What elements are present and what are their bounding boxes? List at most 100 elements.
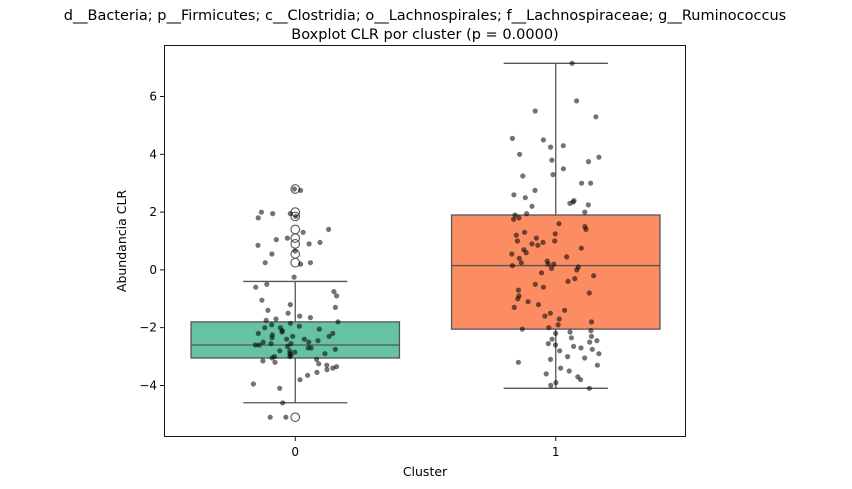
- y-tick-label: 6: [149, 90, 157, 104]
- data-point: [518, 260, 524, 266]
- data-point: [305, 372, 311, 378]
- data-point: [262, 260, 268, 266]
- data-point: [517, 151, 523, 157]
- chart-title: d__Bacteria; p__Firmicutes; c__Clostridi…: [64, 8, 786, 24]
- data-point: [556, 316, 562, 322]
- data-point: [542, 313, 548, 319]
- data-point: [330, 330, 336, 336]
- box-group-0: [190, 184, 401, 423]
- strip-points-1: [509, 60, 602, 391]
- y-tick-label: −2: [139, 321, 157, 335]
- data-point: [585, 159, 592, 165]
- data-point: [548, 144, 554, 150]
- data-point: [283, 414, 289, 420]
- data-point: [596, 351, 602, 357]
- outlier-marker: [290, 239, 301, 249]
- data-point: [582, 209, 588, 215]
- data-point: [287, 302, 293, 308]
- data-point: [256, 342, 262, 348]
- data-point: [567, 329, 573, 335]
- data-point: [269, 355, 275, 361]
- data-point: [291, 186, 297, 192]
- data-point: [291, 274, 297, 280]
- data-point: [564, 254, 570, 260]
- data-point: [582, 355, 588, 361]
- data-point: [277, 348, 283, 354]
- data-point: [588, 180, 594, 186]
- data-point: [553, 330, 559, 336]
- data-point: [284, 336, 290, 342]
- data-point: [331, 289, 337, 295]
- data-point: [305, 345, 311, 351]
- data-point: [560, 166, 567, 172]
- data-point: [565, 278, 571, 284]
- data-point: [332, 346, 338, 352]
- data-point: [524, 211, 530, 217]
- data-point: [255, 215, 261, 221]
- data-point: [297, 377, 303, 383]
- data-point: [588, 333, 595, 339]
- data-point: [279, 329, 285, 335]
- data-point: [287, 320, 294, 326]
- data-point: [548, 265, 555, 271]
- data-point: [552, 342, 559, 348]
- data-point: [273, 316, 279, 322]
- data-point: [255, 242, 261, 248]
- data-point: [253, 284, 259, 290]
- data-point: [522, 195, 528, 201]
- data-point: [547, 356, 554, 362]
- data-point: [306, 241, 312, 247]
- data-point: [567, 200, 573, 206]
- data-point: [260, 358, 266, 364]
- data-point: [587, 339, 593, 345]
- data-point: [298, 187, 304, 193]
- data-point: [255, 330, 261, 336]
- data-point: [509, 135, 515, 141]
- data-point: [265, 307, 271, 313]
- data-point: [258, 209, 264, 215]
- data-point: [334, 293, 340, 299]
- data-point: [250, 381, 256, 387]
- data-point: [509, 263, 516, 269]
- data-point: [572, 276, 578, 282]
- data-point: [583, 226, 589, 232]
- data-point: [511, 304, 517, 310]
- data-point: [546, 325, 552, 331]
- data-point: [300, 229, 306, 235]
- x-tick-label: 0: [291, 445, 299, 459]
- plot-area: [190, 60, 661, 423]
- data-point: [571, 343, 577, 349]
- data-point: [540, 284, 547, 290]
- data-point: [545, 341, 551, 347]
- data-point: [292, 248, 298, 254]
- data-point: [535, 302, 542, 308]
- data-point: [516, 215, 522, 221]
- data-point: [529, 241, 535, 247]
- data-point: [545, 261, 551, 267]
- data-point: [555, 322, 561, 328]
- data-point: [593, 114, 599, 120]
- data-point: [596, 154, 602, 160]
- data-point: [533, 235, 540, 241]
- data-point: [574, 98, 580, 104]
- data-point: [252, 342, 258, 348]
- data-point: [317, 239, 323, 245]
- data-point: [514, 238, 521, 244]
- y-tick-label: 0: [149, 263, 157, 277]
- data-point: [290, 333, 296, 339]
- data-point: [560, 143, 566, 149]
- data-point: [272, 359, 278, 365]
- data-point: [322, 351, 328, 357]
- data-point: [578, 377, 584, 383]
- data-point: [326, 226, 332, 232]
- data-point: [589, 346, 595, 352]
- data-point: [315, 338, 321, 344]
- y-tick-label: −4: [139, 378, 157, 392]
- data-point: [556, 221, 562, 227]
- data-point: [298, 261, 304, 267]
- data-point: [292, 349, 298, 355]
- data-point: [285, 310, 291, 316]
- data-point: [553, 380, 559, 386]
- y-axis-label: Abundancia CLR: [114, 190, 129, 293]
